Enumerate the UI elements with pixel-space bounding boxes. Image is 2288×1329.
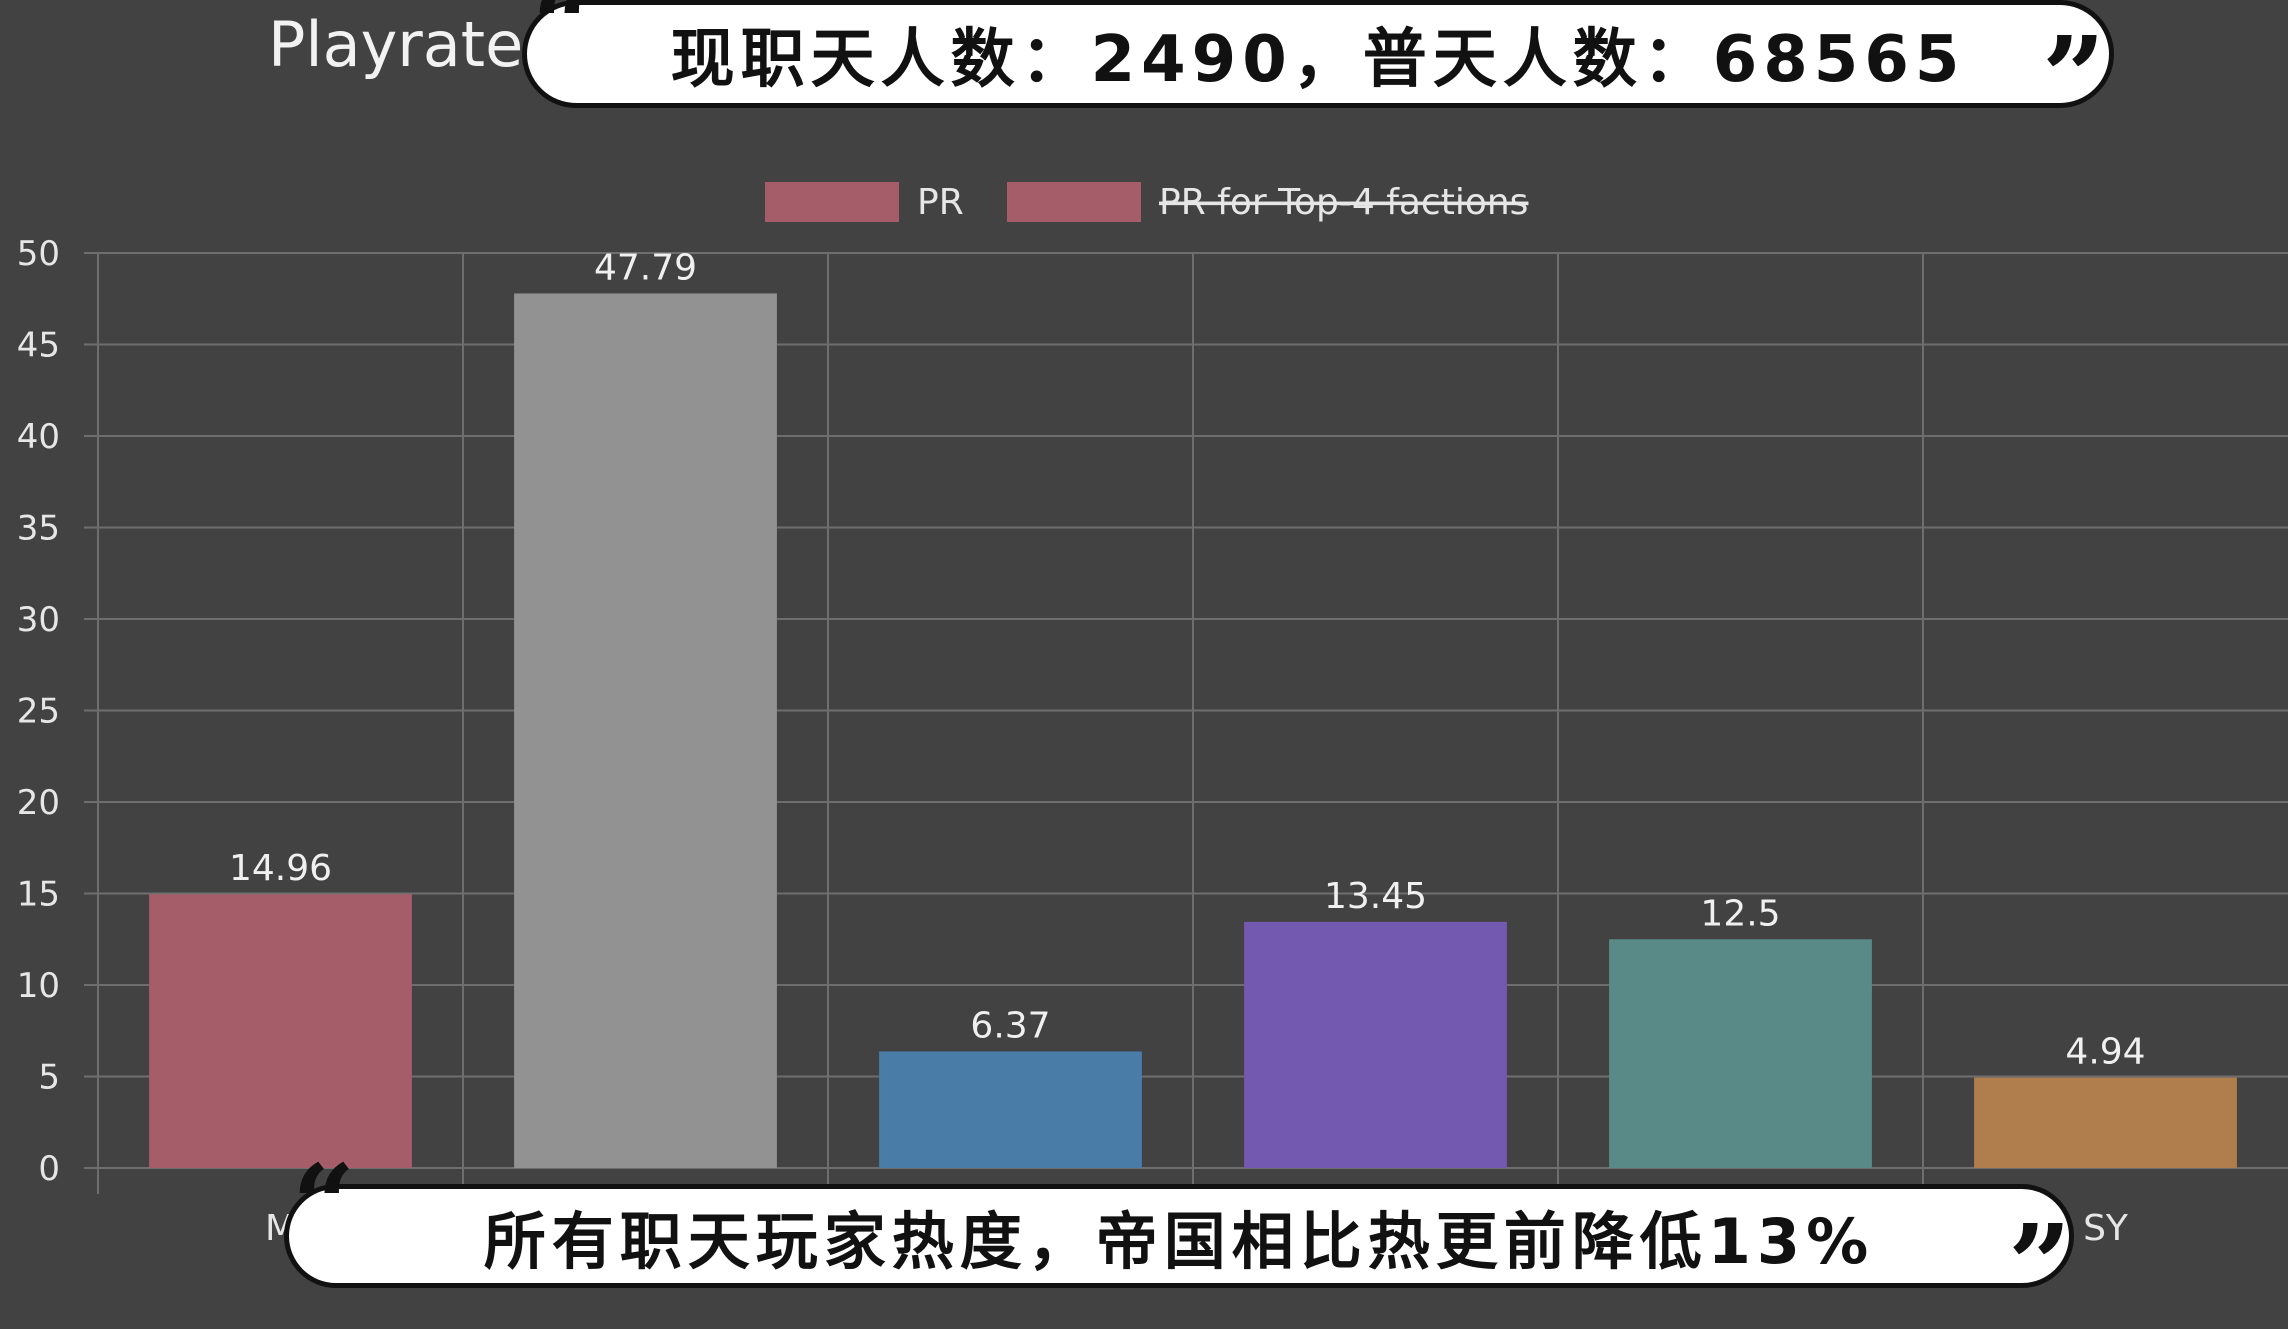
bar [514, 293, 777, 1168]
top-caption-text: 现职天人数：2490，普天人数：68565 [670, 23, 1966, 97]
y-tick-label: 15 [17, 875, 60, 915]
legend-label: PR [917, 182, 964, 223]
y-tick-label: 30 [17, 600, 60, 640]
y-tick-label: 20 [17, 783, 60, 823]
bar-value-label: 13.45 [1324, 876, 1427, 917]
legend-swatch [1007, 182, 1141, 222]
bottom-caption-text: 所有职天玩家热度，帝国相比热更前降低13% [483, 1205, 1875, 1278]
y-tick-label: 35 [17, 509, 60, 549]
legend-swatch [765, 182, 899, 222]
bar-value-label: 12.5 [1700, 893, 1780, 934]
bottom-open-quote: “ [292, 1140, 356, 1269]
top-close-quote: ” [2042, 12, 2106, 141]
bar-value-label: 47.79 [594, 247, 697, 288]
bar [1974, 1077, 2237, 1168]
chart-title: Playrate [268, 8, 524, 81]
y-tick-label: 0 [38, 1149, 60, 1189]
bottom-close-quote: ” [2008, 1200, 2072, 1329]
bar [1609, 939, 1872, 1168]
legend-label: PR for Top-4 factions [1159, 182, 1528, 223]
bottom-caption-bubble: 所有职天玩家热度，帝国相比热更前降低13% [284, 1184, 2074, 1288]
top-open-quote: “ [532, 0, 596, 89]
y-tick-label: 25 [17, 692, 60, 732]
x-tick-label: SY [2083, 1208, 2129, 1249]
bar [879, 1051, 1142, 1168]
y-tick-label: 50 [17, 234, 60, 274]
y-tick-label: 40 [17, 417, 60, 457]
bar-value-label: 6.37 [970, 1005, 1050, 1046]
top-caption-bubble: 现职天人数：2490，普天人数：68565 [522, 0, 2114, 108]
bar [1244, 921, 1507, 1168]
y-tick-label: 5 [38, 1058, 60, 1098]
bar [149, 894, 412, 1168]
bar-value-label: 4.94 [2065, 1032, 2145, 1073]
y-tick-label: 45 [17, 326, 60, 366]
bar-value-label: 14.96 [229, 848, 332, 889]
bar-chart: 0510152025303540455014.96M47.796.3713.45… [17, 182, 2288, 1249]
y-tick-label: 10 [17, 966, 60, 1006]
